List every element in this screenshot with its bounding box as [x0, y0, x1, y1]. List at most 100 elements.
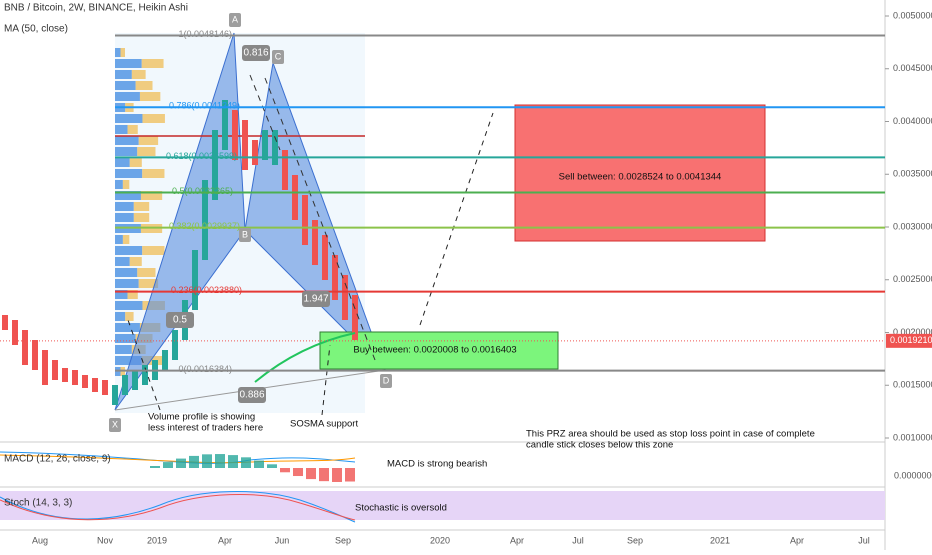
volume-note: Volume profile is showing: [148, 412, 255, 423]
candle: [2, 315, 8, 330]
price-tick-label: 0.0035000: [893, 169, 932, 179]
macd-hist: [345, 468, 355, 482]
volume-bar: [133, 202, 150, 211]
macd-hist: [293, 468, 303, 477]
candle: [332, 255, 338, 300]
candle: [92, 378, 98, 392]
ratio-label: 0.5: [173, 315, 187, 326]
point-tag: [229, 13, 241, 27]
volume-bar: [127, 125, 138, 134]
ratio-tag: [242, 45, 270, 61]
volume-bar: [140, 191, 163, 200]
ratio-tag: [166, 312, 194, 328]
arrow: [419, 112, 494, 326]
candle: [82, 375, 88, 388]
candle: [192, 250, 198, 310]
candle: [222, 100, 228, 150]
volume-note: less interest of traders here: [148, 423, 263, 434]
stoch-label: Stoch (14, 3, 3): [4, 498, 72, 509]
macd-hist: [254, 460, 264, 468]
price-tick-label: 0.0045000: [893, 63, 932, 73]
volume-bar: [115, 136, 139, 145]
time-label: Jun: [275, 535, 290, 545]
volume-bar: [115, 59, 142, 68]
volume-bar: [115, 246, 143, 255]
candle: [142, 365, 148, 385]
candle: [32, 340, 38, 370]
volume-bar: [115, 356, 142, 365]
volume-bar: [115, 202, 134, 211]
candle: [102, 380, 108, 395]
volume-bar: [142, 169, 165, 178]
macd-hist: [150, 466, 160, 468]
ratio-label: 0.816: [243, 48, 268, 59]
volume-bar: [142, 246, 165, 255]
candle: [352, 295, 358, 340]
candle: [122, 375, 128, 395]
volume-bar: [137, 268, 156, 277]
macd-hist: [228, 455, 238, 468]
prz-note: candle stick closes below this zone: [526, 440, 673, 451]
macd-hist: [319, 468, 329, 482]
candle: [112, 385, 118, 405]
point-label: C: [275, 51, 282, 61]
sell-note: Sell between: 0.0028524 to 0.0041344: [559, 172, 722, 183]
price-tick-label: 0.0015000: [893, 380, 932, 390]
volume-bar: [115, 312, 126, 321]
stoch-d: [0, 493, 356, 521]
point-label: D: [383, 375, 390, 385]
price-tick-label: 0.0020000: [893, 327, 932, 337]
volume-bar: [115, 125, 128, 134]
time-label: Aug: [32, 535, 48, 545]
macd-hist: [176, 458, 186, 468]
candle: [322, 235, 328, 280]
volume-bar: [115, 147, 138, 156]
volume-bar: [133, 213, 150, 222]
candle: [132, 370, 138, 390]
time-label: Jul: [858, 535, 870, 545]
volume-bar: [138, 279, 159, 288]
volume-bar: [138, 136, 159, 145]
volume-bar: [115, 257, 130, 266]
volume-bar: [115, 180, 123, 189]
candle: [282, 150, 288, 190]
candle: [242, 120, 248, 170]
time-label: 2021: [710, 535, 730, 545]
arrow: [249, 74, 281, 151]
volume-bar: [125, 312, 134, 321]
time-label: Nov: [97, 535, 114, 545]
candle: [22, 330, 28, 365]
macd-hist: [163, 462, 173, 468]
price-tick-label: 0.0010000: [893, 432, 932, 442]
volume-bar: [122, 235, 130, 244]
point-tag: [380, 374, 392, 388]
volume-bar: [115, 70, 132, 79]
point-tag: [109, 418, 121, 432]
point-label: B: [242, 229, 248, 239]
volume-bar: [115, 268, 138, 277]
volume-bar: [115, 158, 130, 167]
volume-bar: [115, 235, 123, 244]
fib-label: 0.236(0.0023880): [171, 285, 242, 295]
ratio-tag: [302, 291, 330, 307]
volume-bar: [120, 48, 125, 57]
volume-bar: [142, 114, 165, 123]
volume-bar: [115, 323, 140, 332]
fib-label: 1(0.0048146): [178, 29, 232, 39]
stoch-k: [0, 491, 356, 523]
volume-bar: [115, 114, 143, 123]
candle: [262, 130, 268, 160]
current-price-label: 0.0019210: [890, 335, 932, 345]
symbol: BNB / Bitcoin, 2W, BINANCE, Heikin Ashi: [4, 3, 188, 14]
time-label: Sep: [627, 535, 643, 545]
time-label: 2020: [430, 535, 450, 545]
macd-hist: [215, 454, 225, 468]
candle: [52, 360, 58, 380]
price-tick-label: 0.0030000: [893, 221, 932, 231]
candle: [72, 370, 78, 385]
macd-note: MACD is strong bearish: [387, 459, 487, 470]
point-label: X: [112, 419, 118, 429]
candle: [212, 130, 218, 200]
volume-bar: [115, 213, 134, 222]
